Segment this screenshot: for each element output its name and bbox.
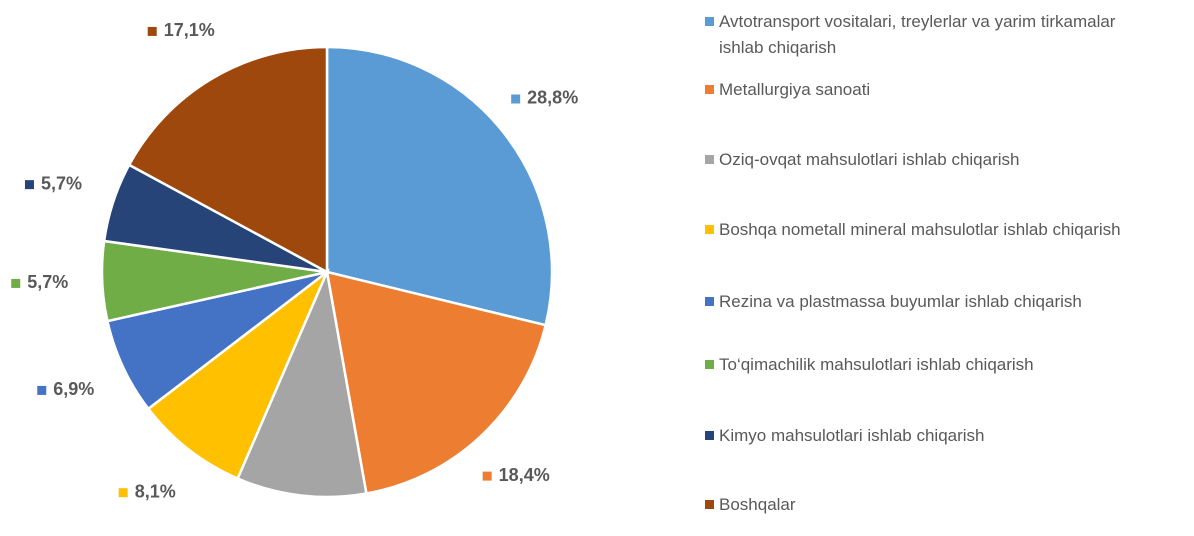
data-label: 5,7% xyxy=(41,173,82,193)
pie-slice xyxy=(127,45,329,275)
legend-label: Boshqa nometall mineral mahsulotlar ishl… xyxy=(719,220,1121,239)
legend-item: Oziq-ovqat mahsulotlari ishlab chiqarish xyxy=(705,147,1149,173)
legend-item: Rezina va plastmassa buyumlar ishlab chi… xyxy=(705,289,1149,315)
label-swatch xyxy=(511,94,521,104)
data-label: 28,8% xyxy=(527,88,578,108)
data-label: 5,7% xyxy=(27,272,68,292)
legend-item: Metallurgiya sanoati xyxy=(705,77,1149,103)
label-swatch xyxy=(24,180,34,190)
legend-label: Rezina va plastmassa buyumlar ishlab chi… xyxy=(719,292,1082,311)
legend-label: Metallurgiya sanoati xyxy=(719,80,871,99)
legend-swatch xyxy=(705,155,714,164)
legend-swatch xyxy=(705,17,714,26)
data-label: 17,1% xyxy=(164,20,215,40)
data-label: 6,9% xyxy=(53,379,94,399)
label-swatch xyxy=(118,488,128,498)
pie-slice xyxy=(146,268,331,481)
legend-label: Kimyo mahsulotlari ishlab chiqarish xyxy=(719,426,985,445)
legend-swatch xyxy=(705,85,714,94)
legend-item: Boshqalar xyxy=(705,492,1149,518)
legend-label: Oziq-ovqat mahsulotlari ishlab chiqarish xyxy=(719,150,1020,169)
data-label: 8,1% xyxy=(135,481,176,501)
pie-slice xyxy=(325,45,554,327)
pie-slice xyxy=(235,267,368,499)
pie-slice xyxy=(325,270,548,495)
label-swatch xyxy=(11,278,21,288)
data-label: 18,4% xyxy=(499,465,550,485)
legend-swatch xyxy=(705,360,714,369)
legend-item: Avtotransport vositalari, treylerlar va … xyxy=(705,9,1149,61)
label-swatch xyxy=(482,471,492,481)
legend-item: Kimyo mahsulotlari ishlab chiqarish xyxy=(705,423,1149,449)
legend-swatch xyxy=(705,225,714,234)
pie-area: 28,8%18,4%9,3%8,1%6,9%5,7%5,7%17,1% xyxy=(11,20,578,501)
label-swatch xyxy=(37,385,47,395)
legend-label: Boshqalar xyxy=(719,495,796,514)
legend-item: Boshqa nometall mineral mahsulotlar ishl… xyxy=(705,217,1149,243)
legend-swatch xyxy=(705,297,714,306)
legend-label: To‘qimachilik mahsulotlari ishlab chiqar… xyxy=(719,355,1034,374)
legend-swatch xyxy=(705,500,714,509)
legend-swatch xyxy=(705,431,714,440)
legend-label: Avtotransport vositalari, treylerlar va … xyxy=(719,12,1116,57)
label-swatch xyxy=(147,26,157,36)
legend-item: To‘qimachilik mahsulotlari ishlab chiqar… xyxy=(705,352,1149,378)
